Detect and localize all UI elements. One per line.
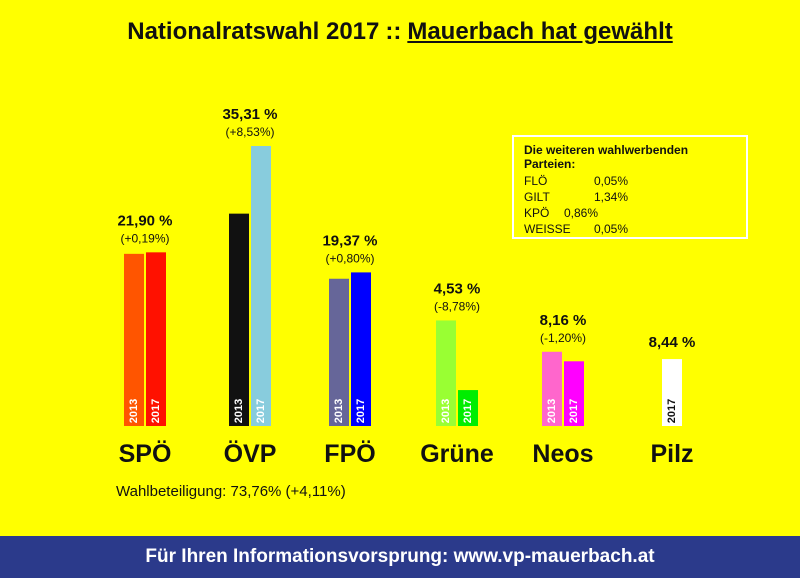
other-party-name: KPÖ xyxy=(524,205,564,221)
data-value-label: 8,16 % xyxy=(540,312,587,329)
bar-year-label: 2013 xyxy=(333,399,345,423)
party-label: ÖVP xyxy=(224,439,277,468)
bar-year-label: 2017 xyxy=(150,399,162,423)
bar-year-label: 2017 xyxy=(462,399,474,423)
turnout-text: Wahlbeteiligung: 73,76% (+4,11%) xyxy=(116,483,346,500)
data-value-label: 4,53 % xyxy=(434,280,481,297)
data-change-label: (+8,53%) xyxy=(225,125,274,139)
party-label: Pilz xyxy=(650,440,693,468)
other-party-value: 0,05% xyxy=(594,221,628,237)
data-value-label: 35,31 % xyxy=(222,106,277,123)
other-party-value: 1,34% xyxy=(594,189,628,205)
other-party-name: WEISSE xyxy=(524,221,594,237)
bar-chart: 2013 2017 21,90 % (+0,19%) SPÖ 2013 2017 35,31 … xyxy=(0,0,800,480)
data-change-label: (-8,78%) xyxy=(434,299,480,313)
other-parties-heading: Die weiteren wahlwerbenden Parteien: xyxy=(524,143,736,171)
other-party-value: 0,86% xyxy=(564,205,598,221)
data-value-label: 21,90 % xyxy=(117,212,172,229)
other-party-name: GILT xyxy=(524,189,594,205)
data-change-label: (+0,80%) xyxy=(325,251,374,265)
other-party-row: FLÖ 0,05% xyxy=(524,173,736,189)
bar-year-label: 2013 xyxy=(233,399,245,423)
other-parties-box: Die weiteren wahlwerbenden Parteien: FLÖ… xyxy=(512,135,748,239)
other-party-row: WEISSE 0,05% xyxy=(524,221,736,237)
party-label: Neos xyxy=(532,440,593,468)
bar-year-label: 2017 xyxy=(568,399,580,423)
bar-year-label: 2017 xyxy=(255,399,267,423)
other-party-row: KPÖ 0,86% xyxy=(524,205,736,221)
data-change-label: (+0,19%) xyxy=(120,231,169,245)
party-label: Grüne xyxy=(420,440,494,468)
data-change-label: (-1,20%) xyxy=(540,331,586,345)
other-party-row: GILT 1,34% xyxy=(524,189,736,205)
footer-banner: Für Ihren Informationsvorsprung: www.vp-… xyxy=(0,536,800,578)
other-party-name: FLÖ xyxy=(524,173,594,189)
data-value-label: 8,44 % xyxy=(649,334,696,351)
bar-year-label: 2017 xyxy=(666,399,678,423)
party-label: SPÖ xyxy=(119,439,172,468)
party-label: FPÖ xyxy=(324,439,375,468)
bar-year-label: 2017 xyxy=(355,399,367,423)
bar-year-label: 2013 xyxy=(440,399,452,423)
bar-2017 xyxy=(251,146,271,426)
bar-year-label: 2013 xyxy=(546,399,558,423)
bar-2013 xyxy=(229,214,249,426)
other-party-value: 0,05% xyxy=(594,173,628,189)
bar-year-label: 2013 xyxy=(128,399,140,423)
data-value-label: 19,37 % xyxy=(322,232,377,249)
